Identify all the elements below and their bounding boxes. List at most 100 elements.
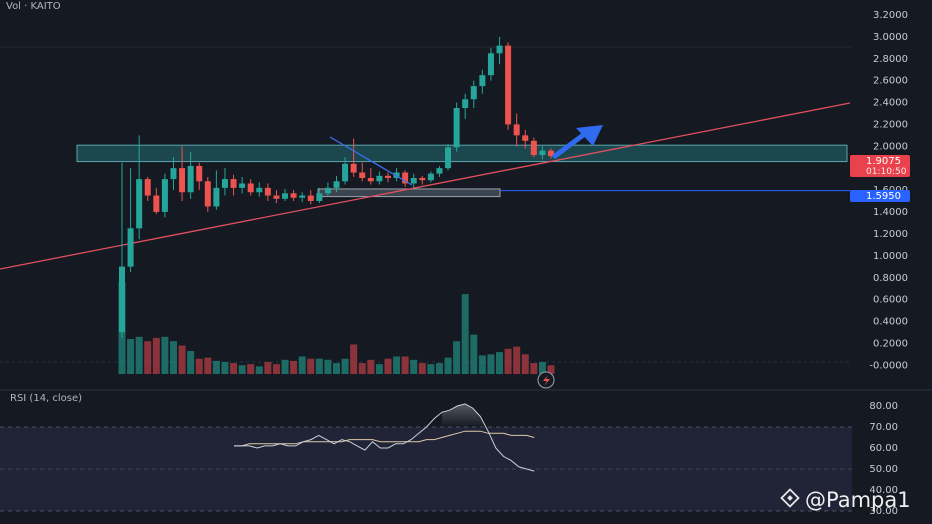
volume-bar	[264, 361, 272, 374]
candle-body	[376, 175, 383, 182]
candle[interactable]	[402, 170, 409, 187]
candle[interactable]	[196, 162, 203, 191]
candle[interactable]	[505, 42, 512, 130]
candle[interactable]	[496, 36, 503, 65]
candle[interactable]	[290, 190, 297, 201]
price-tick-label: 1.0000	[873, 251, 908, 262]
candle[interactable]	[256, 182, 263, 197]
volume-bar	[161, 336, 169, 374]
candle[interactable]	[179, 146, 186, 201]
volume-bar	[195, 358, 203, 374]
candle[interactable]	[462, 93, 469, 119]
support-box	[317, 188, 501, 198]
volume-bar	[513, 346, 521, 374]
candle-body	[127, 228, 134, 267]
candle[interactable]	[410, 173, 417, 188]
price-tick-label: -0.0000	[869, 360, 908, 371]
candle[interactable]	[170, 157, 177, 191]
candle[interactable]	[367, 168, 374, 185]
candle[interactable]	[144, 176, 151, 201]
candle[interactable]	[127, 168, 134, 273]
candle[interactable]	[530, 137, 537, 158]
candle[interactable]	[342, 157, 349, 185]
volume-bar	[547, 365, 555, 374]
candle[interactable]	[187, 151, 194, 199]
price-tick-label: 2.8000	[873, 54, 908, 65]
candle[interactable]	[479, 69, 486, 94]
candle[interactable]	[136, 135, 143, 240]
candle-body	[410, 178, 417, 184]
candle[interactable]	[316, 187, 323, 204]
volume-bar	[461, 294, 469, 374]
candle-body	[204, 181, 211, 207]
candle-body	[436, 168, 443, 174]
candle[interactable]	[204, 176, 211, 212]
volume-bar	[144, 341, 152, 374]
candle-body	[273, 195, 280, 199]
candle[interactable]	[513, 113, 520, 147]
candle-body	[196, 165, 203, 182]
candle-body	[230, 179, 237, 188]
rsi-overbought-fill	[441, 403, 486, 427]
volume-bar	[435, 363, 443, 374]
rsi-tick-label: 30.00	[869, 506, 898, 517]
candle[interactable]	[522, 129, 529, 149]
volume-bar	[255, 366, 263, 374]
volume-bar	[375, 364, 383, 374]
candle[interactable]	[324, 182, 331, 197]
candle-body	[505, 45, 512, 125]
candle-body	[136, 179, 143, 229]
volume-bar	[272, 364, 280, 374]
candle[interactable]	[333, 175, 340, 193]
volume-bar	[127, 338, 135, 374]
candle[interactable]	[419, 175, 426, 185]
volume-bar	[418, 363, 426, 374]
candle[interactable]	[453, 102, 460, 152]
volume-bar	[333, 363, 340, 374]
candle[interactable]	[307, 190, 314, 205]
candle[interactable]	[548, 148, 554, 159]
price-tick-label: 0.4000	[873, 317, 908, 328]
price-tick-label: 2.0000	[873, 141, 908, 152]
candle[interactable]	[153, 187, 160, 215]
candle[interactable]	[230, 174, 237, 196]
price-tick-label: 2.2000	[873, 120, 908, 131]
candle[interactable]	[273, 190, 280, 204]
candle[interactable]	[436, 165, 443, 177]
price-tick-label: 3.0000	[873, 32, 908, 43]
candle[interactable]	[247, 179, 254, 196]
candle-body	[402, 172, 409, 184]
lightning-marker[interactable]	[537, 371, 555, 389]
candle[interactable]	[445, 144, 452, 171]
candle[interactable]	[350, 138, 357, 177]
candle-body	[530, 140, 537, 156]
candle[interactable]	[221, 168, 228, 196]
candle-body	[342, 163, 349, 182]
candle[interactable]	[119, 162, 125, 338]
volume-bar	[238, 365, 246, 374]
candle[interactable]	[376, 171, 383, 185]
candle[interactable]	[239, 176, 246, 194]
bullish-arrow	[552, 125, 603, 159]
volume-bar	[538, 361, 546, 374]
candle[interactable]	[539, 146, 546, 160]
volume-bar	[152, 337, 160, 374]
candle-body	[264, 187, 271, 196]
volume-bar	[410, 359, 418, 374]
candle[interactable]	[213, 170, 220, 210]
candle-body	[247, 183, 254, 193]
candle[interactable]	[282, 188, 289, 201]
candle[interactable]	[427, 171, 434, 183]
candle-body	[161, 179, 168, 212]
price-tick-label: 0.2000	[873, 339, 908, 350]
candle[interactable]	[161, 173, 168, 218]
candle[interactable]	[470, 80, 477, 108]
candle[interactable]	[487, 47, 494, 81]
candle[interactable]	[264, 183, 271, 201]
volume-bar	[427, 364, 435, 374]
current-price-box	[850, 155, 910, 177]
candle[interactable]	[384, 172, 391, 183]
candle[interactable]	[359, 162, 366, 182]
candle[interactable]	[299, 192, 306, 203]
